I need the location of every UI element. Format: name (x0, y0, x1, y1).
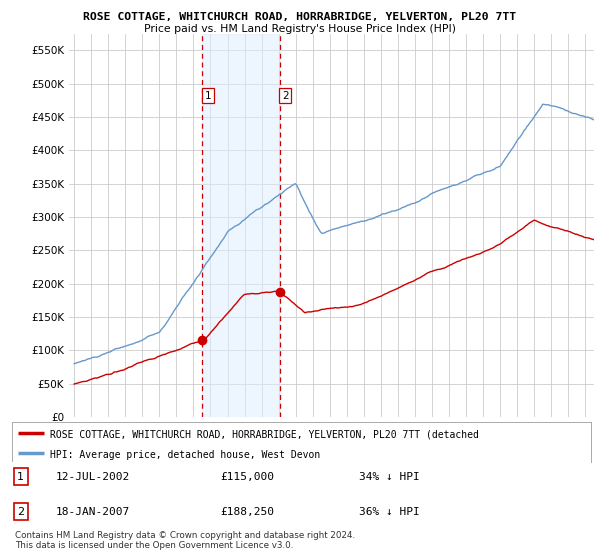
Text: ROSE COTTAGE, WHITCHURCH ROAD, HORRABRIDGE, YELVERTON, PL20 7TT (detached: ROSE COTTAGE, WHITCHURCH ROAD, HORRABRID… (50, 430, 479, 440)
Bar (202, 34, 280, 417)
Text: 12-JUL-2002: 12-JUL-2002 (55, 472, 130, 482)
Text: 34% ↓ HPI: 34% ↓ HPI (359, 472, 420, 482)
Text: 36% ↓ HPI: 36% ↓ HPI (359, 507, 420, 516)
Text: 1: 1 (205, 91, 212, 101)
Text: ROSE COTTAGE, WHITCHURCH ROAD, HORRABRIDGE, YELVERTON, PL20 7TT: ROSE COTTAGE, WHITCHURCH ROAD, HORRABRID… (83, 12, 517, 22)
Text: £188,250: £188,250 (220, 507, 274, 516)
Text: Price paid vs. HM Land Registry's House Price Index (HPI): Price paid vs. HM Land Registry's House … (144, 24, 456, 34)
Text: £115,000: £115,000 (220, 472, 274, 482)
Text: 18-JAN-2007: 18-JAN-2007 (55, 507, 130, 516)
Text: Contains HM Land Registry data © Crown copyright and database right 2024.
This d: Contains HM Land Registry data © Crown c… (15, 531, 355, 550)
Text: 2: 2 (282, 91, 289, 101)
Text: 2: 2 (17, 507, 24, 516)
Text: HPI: Average price, detached house, West Devon: HPI: Average price, detached house, West… (50, 450, 320, 460)
Text: 1: 1 (17, 472, 24, 482)
